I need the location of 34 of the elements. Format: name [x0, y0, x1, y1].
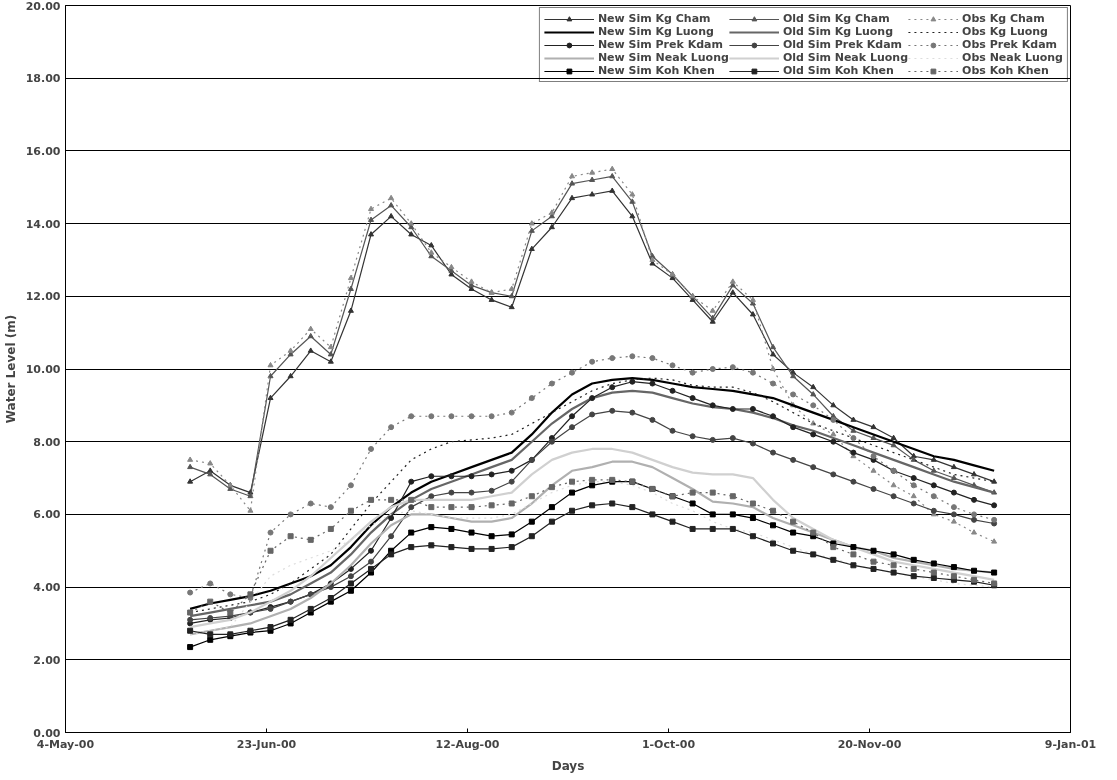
legend-label: Old Sim Kg Luong	[782, 25, 894, 38]
y-tick-label: 8.00	[33, 435, 61, 449]
x-tick-label: 4-May-00	[36, 737, 95, 751]
x-axis-title: Days	[551, 758, 585, 773]
legend-label: Old Sim Kg Cham	[782, 12, 890, 25]
y-tick-label: 18.00	[25, 72, 61, 86]
legend-label: New Sim Kg Luong	[597, 25, 714, 38]
legend-label: New Sim Neak Luong	[597, 51, 729, 64]
x-tick-label: 23-Jun-00	[236, 737, 297, 751]
legend-label: New Sim Prek Kdam	[597, 38, 723, 51]
y-tick-label: 2.00	[33, 653, 61, 667]
legend-label: Old Sim Prek Kdam	[782, 38, 903, 51]
y-axis-title: Water Level (m)	[3, 314, 18, 424]
legend-label: New Sim Kg Cham	[597, 12, 711, 25]
y-tick-label: 0.00	[33, 726, 61, 740]
legend-label: Old Sim Neak Luong	[782, 51, 909, 64]
y-tick-label: 4.00	[33, 581, 61, 595]
y-tick-label: 20.00	[25, 0, 61, 13]
legend-label: Obs Neak Luong	[962, 51, 1063, 64]
y-tick-label: 6.00	[33, 508, 61, 522]
y-tick-label: 10.00	[25, 363, 61, 376]
x-tick-label: 9-Jan-01	[1044, 737, 1097, 751]
y-tick-label: 16.00	[25, 144, 61, 158]
legend-label: Obs Koh Khen	[962, 64, 1049, 77]
legend-label: Old Sim Koh Khen	[782, 64, 894, 77]
x-tick-label: 1-Oct-00	[641, 737, 696, 751]
legend-label: Obs Kg Luong	[962, 25, 1048, 38]
y-tick-label: 12.00	[25, 290, 61, 304]
legend-label: Obs Prek Kdam	[962, 38, 1058, 51]
legend-label: New Sim Koh Khen	[597, 64, 715, 77]
legend-label: Obs Kg Cham	[962, 12, 1045, 25]
x-tick-label: 20-Nov-00	[837, 737, 902, 751]
y-tick-label: 14.00	[25, 217, 61, 231]
x-tick-label: 12-Aug-00	[435, 737, 500, 751]
